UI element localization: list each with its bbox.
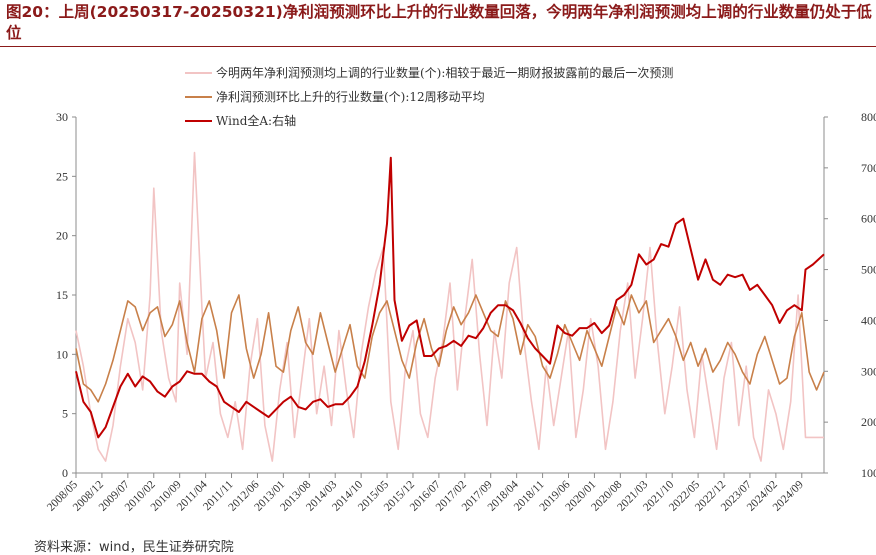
- right-y-tick-label: 2000: [861, 415, 876, 429]
- chart-legend: 今明两年净利润预测均上调的行业数量(个):相较于最近一期财报披露前的最后一次预测…: [185, 65, 673, 128]
- right-y-tick-label: 7000: [861, 161, 876, 175]
- series-line-red: [75, 156, 825, 439]
- title-rule: [0, 46, 876, 47]
- left-y-tick-label: 15: [56, 288, 68, 302]
- left-y-tick-label: 25: [56, 169, 68, 183]
- legend-label: 净利润预测环比上升的行业数量(个):12周移动平均: [216, 89, 485, 104]
- left-y-tick-label: 10: [56, 347, 68, 361]
- chart-axes: 0 5 10 15 20 25 30 1000 2000 3000 4000 5000 6000 7000…: [45, 110, 876, 514]
- right-y-tick-label: 5000: [861, 263, 876, 277]
- right-y-tick-label: 3000: [861, 364, 876, 378]
- right-y-tick-label: 4000: [861, 313, 876, 327]
- series-line-pink: [75, 151, 824, 462]
- source-note: 资料来源：wind，民生证券研究院: [34, 540, 234, 555]
- chart-title: 图20：上周(20250317-20250321)净利润预测环比上升的行业数量回…: [6, 3, 872, 42]
- left-y-tick-label: 30: [56, 110, 68, 124]
- right-y-tick-label: 6000: [861, 212, 876, 226]
- left-y-tick-label: 5: [62, 407, 68, 421]
- series-line-brown: [75, 294, 825, 403]
- left-y-tick-label: 20: [56, 229, 68, 243]
- legend-label: 今明两年净利润预测均上调的行业数量(个):相较于最近一期财报披露前的最后一次预测: [216, 65, 673, 80]
- chart-series: [75, 151, 825, 462]
- legend-label: Wind全A:右轴: [216, 113, 296, 128]
- right-y-tick-label: 1000: [861, 466, 876, 480]
- right-y-tick-label: 8000: [861, 110, 876, 124]
- left-y-tick-label: 0: [62, 466, 68, 480]
